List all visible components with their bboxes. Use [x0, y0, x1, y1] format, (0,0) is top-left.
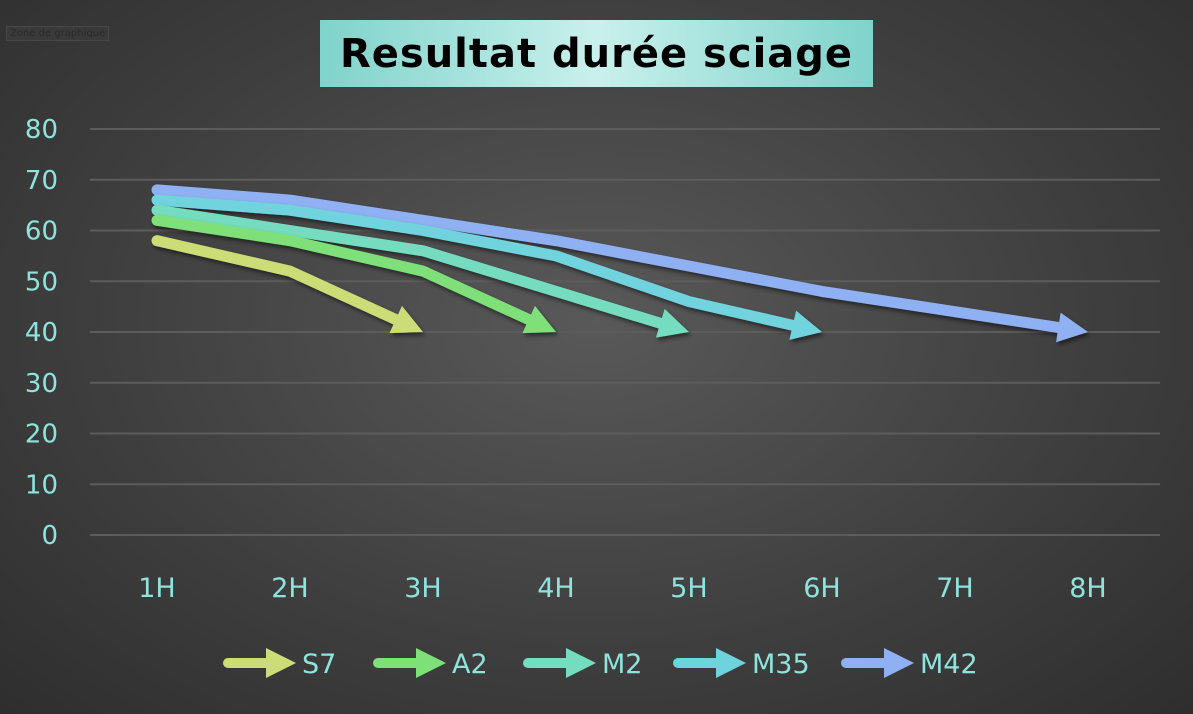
y-tick-label: 50 [25, 267, 58, 297]
x-tick-label: 3H [404, 573, 441, 604]
x-tick-label: 6H [803, 573, 840, 604]
legend-label: M2 [602, 649, 642, 680]
legend-label: A2 [452, 649, 488, 680]
x-tick-label: 8H [1069, 573, 1106, 604]
y-tick-label: 60 [25, 217, 58, 247]
x-tick-label: 7H [936, 573, 973, 604]
y-tick-label: 20 [25, 420, 58, 450]
y-tick-label: 40 [25, 318, 58, 348]
y-tick-label: 10 [25, 470, 58, 500]
y-tick-label: 70 [25, 166, 58, 196]
series-S7[interactable] [151, 235, 423, 334]
x-tick-label: 5H [670, 573, 707, 604]
series-M42[interactable] [151, 184, 1088, 343]
legend-item-M35[interactable]: M35 [673, 648, 810, 680]
legend-item-M42[interactable]: M42 [841, 648, 978, 680]
y-tick-label: 80 [25, 115, 58, 145]
chart-title[interactable]: Resultat durée sciage [320, 20, 873, 87]
series-A2[interactable] [151, 214, 556, 334]
y-tick-label: 0 [41, 521, 58, 551]
x-tick-label: 4H [537, 573, 574, 604]
chart-area-tooltip: Zone de graphique [6, 26, 110, 41]
x-tick-label: 2H [271, 573, 308, 604]
y-tick-label: 30 [25, 369, 58, 399]
legend-item-A2[interactable]: A2 [373, 648, 488, 680]
legend-item-M2[interactable]: M2 [523, 648, 642, 680]
series-M35[interactable] [151, 194, 822, 340]
legend-label: M42 [920, 649, 978, 680]
x-tick-label: 1H [138, 573, 175, 604]
legend-label: M35 [752, 649, 810, 680]
legend-label: S7 [302, 649, 336, 680]
series-M2[interactable] [151, 204, 689, 338]
legend-item-S7[interactable]: S7 [223, 648, 336, 680]
